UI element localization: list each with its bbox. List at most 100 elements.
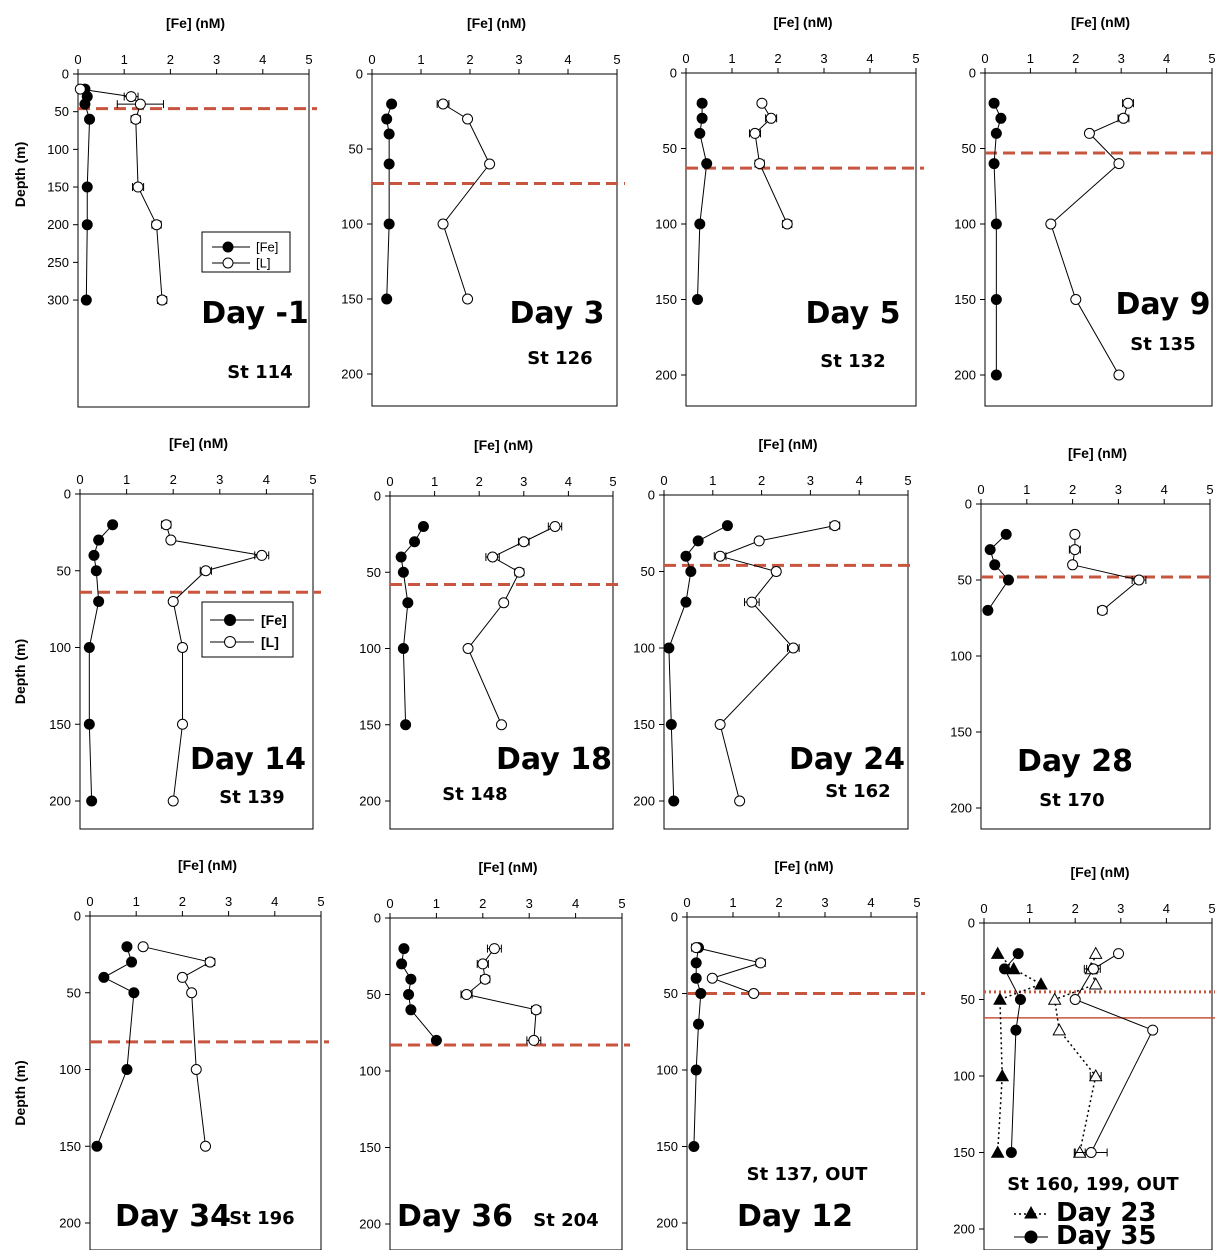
data-point-fe (395, 551, 407, 563)
data-point-fe (88, 549, 100, 561)
x-tick-label: 0 (660, 473, 667, 488)
x-tick-label: 1 (729, 895, 736, 910)
data-point-fe (1000, 528, 1012, 540)
y-tick-label: 150 (655, 292, 677, 307)
data-point-fe (1002, 574, 1014, 586)
plot-frame (77, 73, 310, 408)
day-label: Day 18 (496, 742, 612, 777)
y-tick-label: 50 (958, 573, 972, 588)
data-point-fe (999, 963, 1011, 975)
plot-frame (983, 922, 1213, 1250)
station-label: St 162 (825, 781, 890, 802)
data-point-ligand (176, 971, 188, 983)
station-label: St 132 (820, 351, 885, 372)
data-point-fe (692, 294, 703, 305)
day-label: Day 34 (115, 1199, 231, 1234)
data-point-ligand (1117, 112, 1129, 124)
y-axis-title: Depth (m) (12, 142, 28, 207)
y-tick-label: 0 (64, 487, 71, 502)
y-tick-label: 100 (953, 1069, 975, 1084)
day-label: Day 5 (805, 296, 900, 331)
y-tick-label: 50 (641, 564, 655, 579)
x-tick-label: 3 (1115, 482, 1122, 497)
data-point-fe (126, 956, 138, 968)
x-tick-label: 0 (981, 51, 988, 66)
x-tick-label: 5 (913, 895, 920, 910)
data-point-ligand (706, 972, 718, 984)
data-point-ligand (190, 1064, 202, 1075)
data-point-ligand (787, 642, 799, 654)
x-tick-label: 4 (856, 473, 863, 488)
plot-frame (389, 917, 623, 1250)
y-tick-label: 0 (74, 909, 81, 924)
data-point-ligand (186, 987, 198, 999)
x-axis-title: [Fe] (nM) (166, 15, 225, 31)
data-point-fe (988, 97, 1000, 109)
panel-4: 0 1 2 3 4 5 [Fe] (nM) 0 50 100 150 200 Day 9 St 135 (954, 14, 1215, 407)
series-line (1003, 953, 1021, 1153)
x-tick-label: 2 (179, 894, 186, 909)
station-label: St 137, OUT (747, 1164, 868, 1185)
x-tick-label: 1 (709, 473, 716, 488)
data-point-ligand (167, 595, 179, 607)
legend-label: [Fe] (261, 612, 287, 628)
x-tick-label: 1 (433, 896, 440, 911)
x-axis-title: [Fe] (nM) (758, 436, 817, 452)
x-tick-label: 3 (1118, 51, 1125, 66)
x-tick-label: 4 (1161, 482, 1168, 497)
x-tick-label: 5 (609, 474, 616, 489)
x-axis-title: [Fe] (nM) (1071, 14, 1130, 30)
series-line (1053, 953, 1097, 1153)
data-point-fe (690, 972, 702, 984)
data-point-ligand (1147, 1024, 1159, 1036)
series-line (442, 103, 491, 300)
data-point-ligand (484, 158, 496, 170)
data-point-fe (990, 127, 1002, 139)
data-point-fe (688, 1141, 700, 1152)
y-tick-label: 200 (656, 1216, 678, 1231)
data-point-ligand (125, 91, 137, 103)
y-tick-label: 100 (49, 640, 71, 655)
legend-marker (224, 614, 236, 626)
x-tick-label: 3 (821, 895, 828, 910)
data-point-fe (993, 992, 1007, 1005)
y-tick-label: 200 (950, 801, 972, 816)
y-tick-label: 150 (47, 180, 69, 195)
y-tick-label: 50 (55, 104, 69, 119)
data-point-fe (107, 519, 119, 531)
data-point-ligand (734, 795, 746, 807)
data-point-ligand (530, 1004, 542, 1016)
data-point-ligand (748, 988, 760, 999)
y-tick-label: 0 (965, 497, 972, 512)
x-tick-label: 2 (1069, 482, 1076, 497)
x-tick-label: 2 (774, 51, 781, 66)
x-tick-label: 3 (526, 896, 533, 911)
y-tick-label: 100 (59, 1062, 81, 1077)
x-tick-label: 4 (565, 474, 572, 489)
x-tick-label: 5 (309, 472, 316, 487)
data-point-fe (396, 958, 408, 970)
data-point-fe (721, 520, 733, 532)
x-tick-label: 2 (479, 896, 486, 911)
data-point-ligand (1113, 158, 1125, 170)
y-tick-label: 0 (969, 66, 976, 81)
series-line (165, 524, 262, 802)
x-axis-title: [Fe] (nM) (474, 437, 533, 453)
data-point-fe (990, 369, 1002, 381)
x-tick-label: 4 (867, 895, 874, 910)
station-label: St 114 (227, 362, 292, 383)
panel-5: 0 1 2 3 4 5 [Fe] (nM) 0 50 100 150 200 Depth (m) Day … (12, 435, 321, 830)
x-tick-label: 3 (515, 52, 522, 67)
data-point-fe (696, 97, 708, 109)
x-axis-title: [Fe] (nM) (178, 857, 237, 873)
data-point-ligand (256, 549, 268, 561)
x-tick-label: 5 (1208, 901, 1215, 916)
legend-label: [L] (256, 256, 270, 271)
plot-frame (371, 73, 618, 407)
data-point-fe (409, 536, 421, 548)
y-tick-label: 200 (633, 794, 655, 809)
data-point-ligand (1052, 1023, 1067, 1036)
series-line (718, 525, 835, 802)
x-axis-title: [Fe] (nM) (478, 859, 537, 875)
